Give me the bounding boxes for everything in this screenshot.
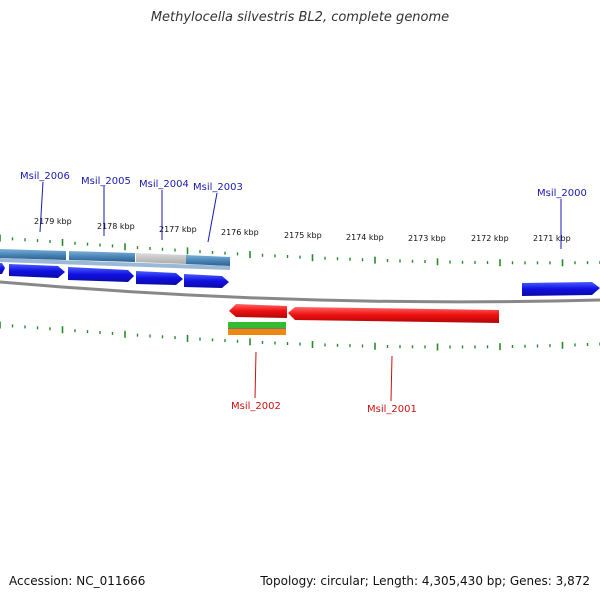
accession-text: Accession: NC_011666 — [9, 574, 146, 588]
gene-arrow-fwd[interactable] — [184, 274, 229, 288]
map-title: Methylocella silvestris BL2, complete ge… — [150, 10, 450, 25]
leader-line — [39, 181, 44, 233]
gene-labels: Msil_2006 Msil_2005 Msil_2004 Msil_2003 … — [20, 171, 587, 415]
cds-feature[interactable] — [186, 255, 230, 266]
scale-label: 2176 kbp — [221, 228, 259, 237]
gene-arrow-fwd[interactable] — [0, 263, 5, 274]
scale-label: 2175 kbp — [284, 231, 322, 240]
scale-label: 2178 kbp — [97, 222, 135, 231]
gene-arrow-fwd[interactable] — [136, 271, 183, 285]
leader-line — [207, 192, 218, 243]
gene-arrow-fwd[interactable] — [68, 267, 134, 282]
gene-arrow-rev[interactable] — [229, 304, 287, 318]
misc-feature-orange[interactable] — [228, 329, 286, 335]
leader-line — [390, 355, 393, 402]
scale-label: 2172 kbp — [471, 234, 509, 243]
gene-label-msil-2005[interactable]: Msil_2005 — [81, 176, 131, 187]
gene-arrow-fwd[interactable] — [522, 282, 600, 296]
gene-label-msil-2003[interactable]: Msil_2003 — [193, 182, 243, 193]
reverse-gene-track — [229, 304, 499, 323]
scale-label: 2174 kbp — [346, 233, 384, 242]
gene-label-msil-2006[interactable]: Msil_2006 — [20, 171, 70, 182]
cds-feature-gap[interactable] — [136, 253, 186, 264]
gene-arrow-fwd[interactable] — [9, 264, 65, 278]
cds-feature-track — [0, 249, 230, 270]
cds-feature[interactable] — [0, 249, 66, 260]
cds-feature-shadow — [0, 258, 230, 270]
forward-gene-track — [0, 263, 600, 296]
scale-label: 2171 kbp — [533, 234, 571, 243]
misc-feature-green[interactable] — [228, 322, 286, 328]
leader-line — [254, 351, 257, 399]
cds-feature[interactable] — [69, 251, 135, 262]
lower-scale-ticks — [0, 321, 600, 351]
gene-label-msil-2001[interactable]: Msil_2001 — [367, 404, 417, 415]
misc-feature-track — [228, 322, 286, 335]
genome-summary-text: Topology: circular; Length: 4,305,430 bp… — [260, 574, 590, 588]
genome-backbone — [0, 280, 600, 304]
gene-arrow-rev[interactable] — [288, 307, 499, 323]
upper-scale-ticks — [0, 234, 600, 267]
misc-feature-line — [228, 328, 286, 329]
scale-label: 2173 kbp — [408, 234, 446, 243]
scale-label: 2177 kbp — [159, 225, 197, 234]
scale-label: 2179 kbp — [34, 217, 72, 226]
scale-labels: 2179 kbp 2178 kbp 2177 kbp 2176 kbp 2175… — [34, 217, 571, 243]
gene-label-msil-2004[interactable]: Msil_2004 — [139, 179, 189, 190]
gene-label-msil-2000[interactable]: Msil_2000 — [537, 188, 587, 199]
gene-label-msil-2002[interactable]: Msil_2002 — [231, 401, 281, 412]
